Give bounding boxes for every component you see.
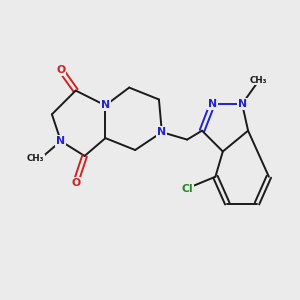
Text: O: O	[56, 65, 65, 75]
Text: CH₃: CH₃	[250, 76, 267, 85]
Text: Cl: Cl	[181, 184, 193, 194]
Text: O: O	[71, 178, 80, 188]
Text: N: N	[238, 99, 247, 109]
Text: CH₃: CH₃	[27, 154, 44, 164]
Text: N: N	[208, 99, 217, 109]
Text: N: N	[101, 100, 110, 110]
Text: N: N	[157, 127, 167, 137]
Text: N: N	[56, 136, 65, 146]
